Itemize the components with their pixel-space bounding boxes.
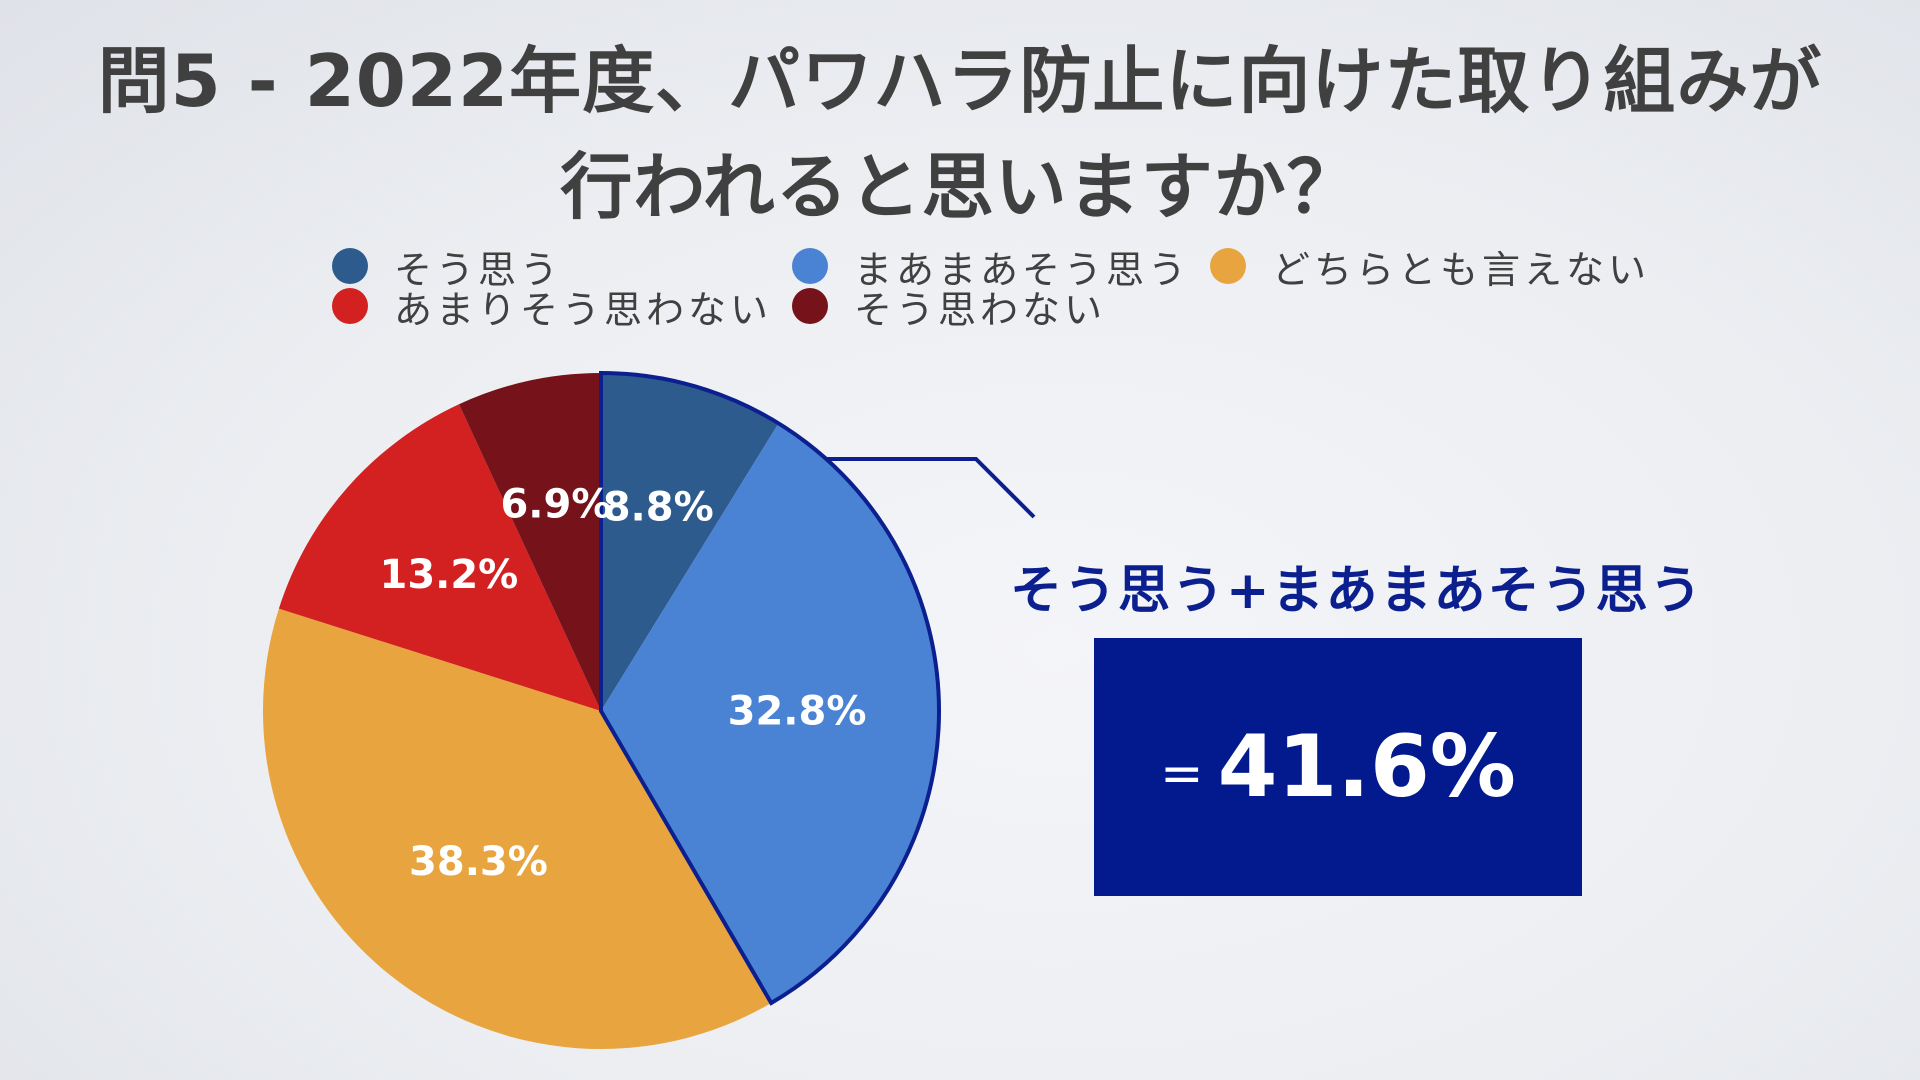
highlight-outline — [599, 370, 941, 1006]
callout-connector — [826, 457, 1036, 519]
pie-slice-3 — [262, 608, 772, 1050]
legend-label: そう思わない — [854, 287, 1107, 332]
pie-slice-label-2: 32.8% — [728, 688, 867, 734]
legend-label: そう思う — [394, 247, 563, 292]
legend-label: あまりそう思わない — [394, 287, 773, 332]
legend-swatch-sou-omou — [332, 248, 368, 284]
legend-swatch-sou-omowanai — [792, 288, 828, 324]
pie-slice-2 — [601, 423, 939, 1004]
pie-slice-label-5: 6.9% — [500, 481, 611, 527]
pie-slice-label-4: 13.2% — [379, 552, 518, 598]
legend-item-amari-sou-omowanai: あまりそう思わない — [332, 284, 772, 332]
legend-swatch-amari-sou-omowanai — [332, 288, 368, 324]
legend-item-maamaa-sou-omou: まあまあそう思う — [792, 244, 1190, 292]
callout-heading: そう思う+まあまあそう思う — [1010, 561, 1704, 621]
pie-slice-1 — [601, 373, 779, 711]
total-box: = 41.6% — [1094, 638, 1582, 896]
legend-item-sou-omou: そう思う — [332, 244, 562, 292]
pie-slice-label-1: 8.8% — [603, 484, 714, 530]
legend-label: どちらとも言えない — [1272, 247, 1651, 292]
legend-item-dochira-tomo-ienai: どちらとも言えない — [1210, 244, 1650, 292]
total-value: 41.6% — [1217, 717, 1516, 817]
total-equals-sign: = — [1160, 744, 1204, 804]
pie-slice-5 — [459, 373, 601, 711]
pie-slice-label-3: 38.3% — [409, 839, 548, 885]
legend-swatch-dochira-tomo-ienai — [1210, 248, 1246, 284]
chart-title-line-2: 行われると思いますか？ — [560, 145, 1360, 229]
legend-swatch-maamaa-sou-omou — [792, 248, 828, 284]
chart-title-line-1: 問5 - 2022年度、パワハラ防止に向けた取り組みが — [97, 39, 1823, 123]
pie-slice-4 — [278, 404, 601, 711]
legend-label: まあまあそう思う — [854, 247, 1191, 292]
legend-item-sou-omowanai: そう思わない — [792, 284, 1106, 332]
